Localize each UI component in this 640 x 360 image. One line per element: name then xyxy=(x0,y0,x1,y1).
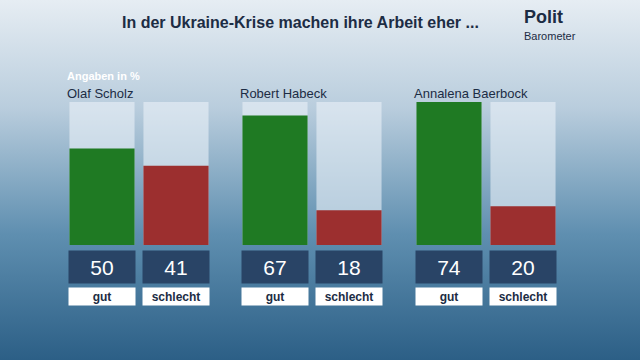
svg-text:41: 41 xyxy=(164,256,187,279)
svg-text:67: 67 xyxy=(263,256,286,279)
svg-text:In der Ukraine-Krise machen ih: In der Ukraine-Krise machen ihre Arbeit … xyxy=(122,14,479,31)
svg-text:schlecht: schlecht xyxy=(499,290,548,304)
svg-text:Olaf Scholz: Olaf Scholz xyxy=(67,86,133,101)
svg-text:gut: gut xyxy=(440,290,459,304)
svg-text:Barometer: Barometer xyxy=(524,30,576,42)
svg-text:74: 74 xyxy=(437,256,461,279)
svg-text:schlecht: schlecht xyxy=(152,290,201,304)
svg-text:50: 50 xyxy=(90,256,113,279)
svg-text:Angaben in %: Angaben in % xyxy=(67,70,140,82)
svg-text:gut: gut xyxy=(266,290,285,304)
svg-text:18: 18 xyxy=(337,256,360,279)
svg-text:schlecht: schlecht xyxy=(325,290,374,304)
svg-text:Robert Habeck: Robert Habeck xyxy=(240,86,327,101)
svg-text:Polit: Polit xyxy=(524,7,563,27)
svg-text:Annalena Baerbock: Annalena Baerbock xyxy=(414,86,528,101)
svg-text:gut: gut xyxy=(93,290,112,304)
svg-text:20: 20 xyxy=(511,256,534,279)
